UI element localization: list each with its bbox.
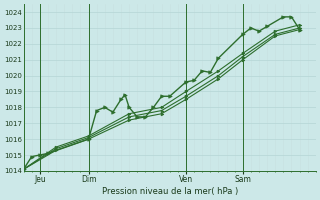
X-axis label: Pression niveau de la mer( hPa ): Pression niveau de la mer( hPa )	[101, 187, 238, 196]
